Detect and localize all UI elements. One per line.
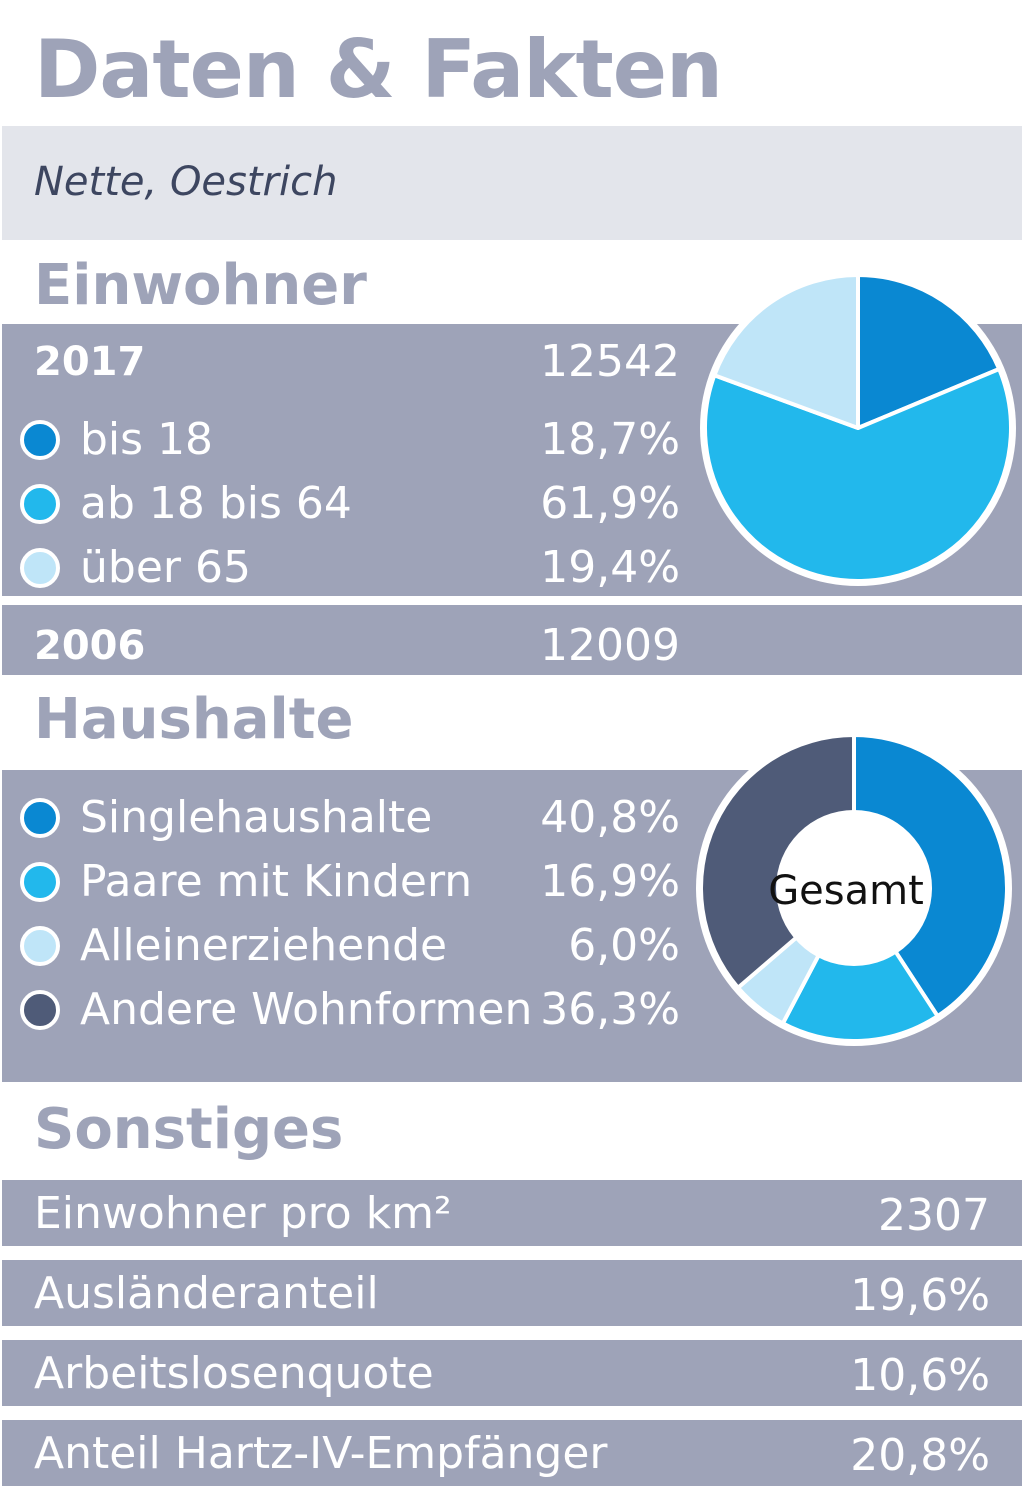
haushalte-donut-hole (776, 810, 932, 966)
sonstiges-row (2, 1180, 1022, 1246)
haushalte-legend-swatch (20, 798, 60, 838)
sonstiges-row (2, 1340, 1022, 1406)
sonstiges-heading: Sonstiges (34, 1097, 344, 1162)
einwohner-pie-slice (712, 273, 860, 430)
sonstiges-row-label: Einwohner pro km² (34, 1188, 452, 1239)
sonstiges-row-value: 2307 (878, 1190, 990, 1241)
einwohner-heading: Einwohner (34, 253, 367, 318)
einwohner-legend-label: ab 18 bis 64 (80, 478, 352, 529)
haushalte-legend-value: 16,9% (540, 856, 680, 907)
sonstiges-row-label: Arbeitslosenquote (34, 1348, 434, 1399)
page-subtitle: Nette, Oestrich (34, 159, 338, 205)
haushalte-legend-value: 40,8% (540, 792, 680, 843)
sonstiges-row-value: 20,8% (850, 1430, 990, 1481)
einwohner-legend-value: 18,7% (540, 414, 680, 465)
einwohner-legend-swatch (20, 420, 60, 460)
sonstiges-row (2, 1420, 1022, 1486)
einwohner-pie-slice (856, 273, 1002, 430)
donut-center-label: Gesamt (768, 868, 924, 914)
sonstiges-row (2, 1260, 1022, 1326)
page-title: Daten & Fakten (34, 23, 723, 116)
haushalte-legend-label: Alleinerziehende (80, 920, 448, 971)
haushalte-pie-slice (699, 733, 856, 990)
einwohner-legend-label: über 65 (80, 542, 251, 593)
haushalte-legend-label: Andere Wohnformen (80, 984, 533, 1035)
haushalte-legend-value: 6,0% (568, 920, 680, 971)
subtitle-bar (2, 126, 1022, 240)
einwohner-legend-label: bis 18 (80, 414, 214, 465)
sonstiges-row-value: 10,6% (850, 1350, 990, 1401)
einwohner-legend-swatch (20, 484, 60, 524)
einwohner-2006-band (2, 605, 1022, 675)
year-2017-value: 12542 (540, 336, 680, 387)
haushalte-legend-label: Paare mit Kindern (80, 856, 473, 907)
haushalte-legend-swatch (20, 926, 60, 966)
einwohner-pie-slice (703, 367, 1013, 583)
sonstiges-row-label: Ausländeranteil (34, 1268, 379, 1319)
haushalte-legend-swatch (20, 862, 60, 902)
einwohner-pie-chart (700, 270, 1016, 586)
year-2006-value: 12009 (540, 620, 680, 671)
sonstiges-row-value: 19,6% (850, 1270, 990, 1321)
haushalte-legend-swatch (20, 990, 60, 1030)
sonstiges-row-label: Anteil Hartz-IV-Empfänger (34, 1428, 608, 1479)
haushalte-heading: Haushalte (34, 687, 354, 752)
year-2006-label: 2006 (34, 623, 146, 669)
einwohner-legend-value: 19,4% (540, 542, 680, 593)
year-2017-label: 2017 (34, 339, 146, 385)
haushalte-donut-chart: Gesamt (699, 733, 1007, 1043)
einwohner-legend-swatch (20, 548, 60, 588)
haushalte-legend-label: Singlehaushalte (80, 792, 433, 843)
einwohner-legend-value: 61,9% (540, 478, 680, 529)
haushalte-legend-value: 36,3% (540, 984, 680, 1035)
